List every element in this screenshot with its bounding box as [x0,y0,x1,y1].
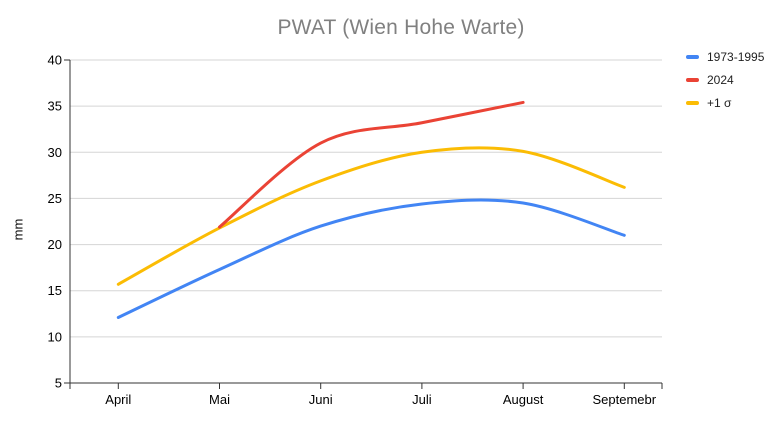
legend-swatch-series-2 [686,101,699,105]
legend-swatch-series-0 [686,55,699,59]
y-tick-label: 5 [55,376,62,391]
y-tick-label: 40 [48,53,62,68]
x-tick-label: Mai [209,392,230,407]
legend-item: +1 σ [686,92,764,114]
y-tick-label: 30 [48,145,62,160]
legend-label: 2024 [707,73,734,87]
legend-item: 1973-1995 [686,46,764,68]
x-tick-label: August [503,392,544,407]
legend-label: +1 σ [707,96,732,110]
y-tick-label: 35 [48,99,62,114]
legend-label: 1973-1995 [707,50,765,64]
y-tick-label: 25 [48,191,62,206]
chart-title: PWAT (Wien Hohe Warte) [277,16,525,39]
legend-swatch-series-1 [686,78,699,82]
series-line-1973-1995 [116,198,626,319]
series-line-2024 [218,100,525,229]
x-tick-label: Septemebr [593,392,657,407]
x-tick-label: April [105,392,131,407]
x-tick-label: Juli [412,392,432,407]
y-tick-label: 15 [48,283,62,298]
x-tick-label: Juni [309,392,333,407]
legend-item: 2024 [686,69,764,91]
series-line-+1-σ [116,146,626,286]
y-tick-label: 20 [48,237,62,252]
legend: 1973-1995 2024 +1 σ [686,46,764,115]
y-tick-label: 10 [48,329,62,344]
